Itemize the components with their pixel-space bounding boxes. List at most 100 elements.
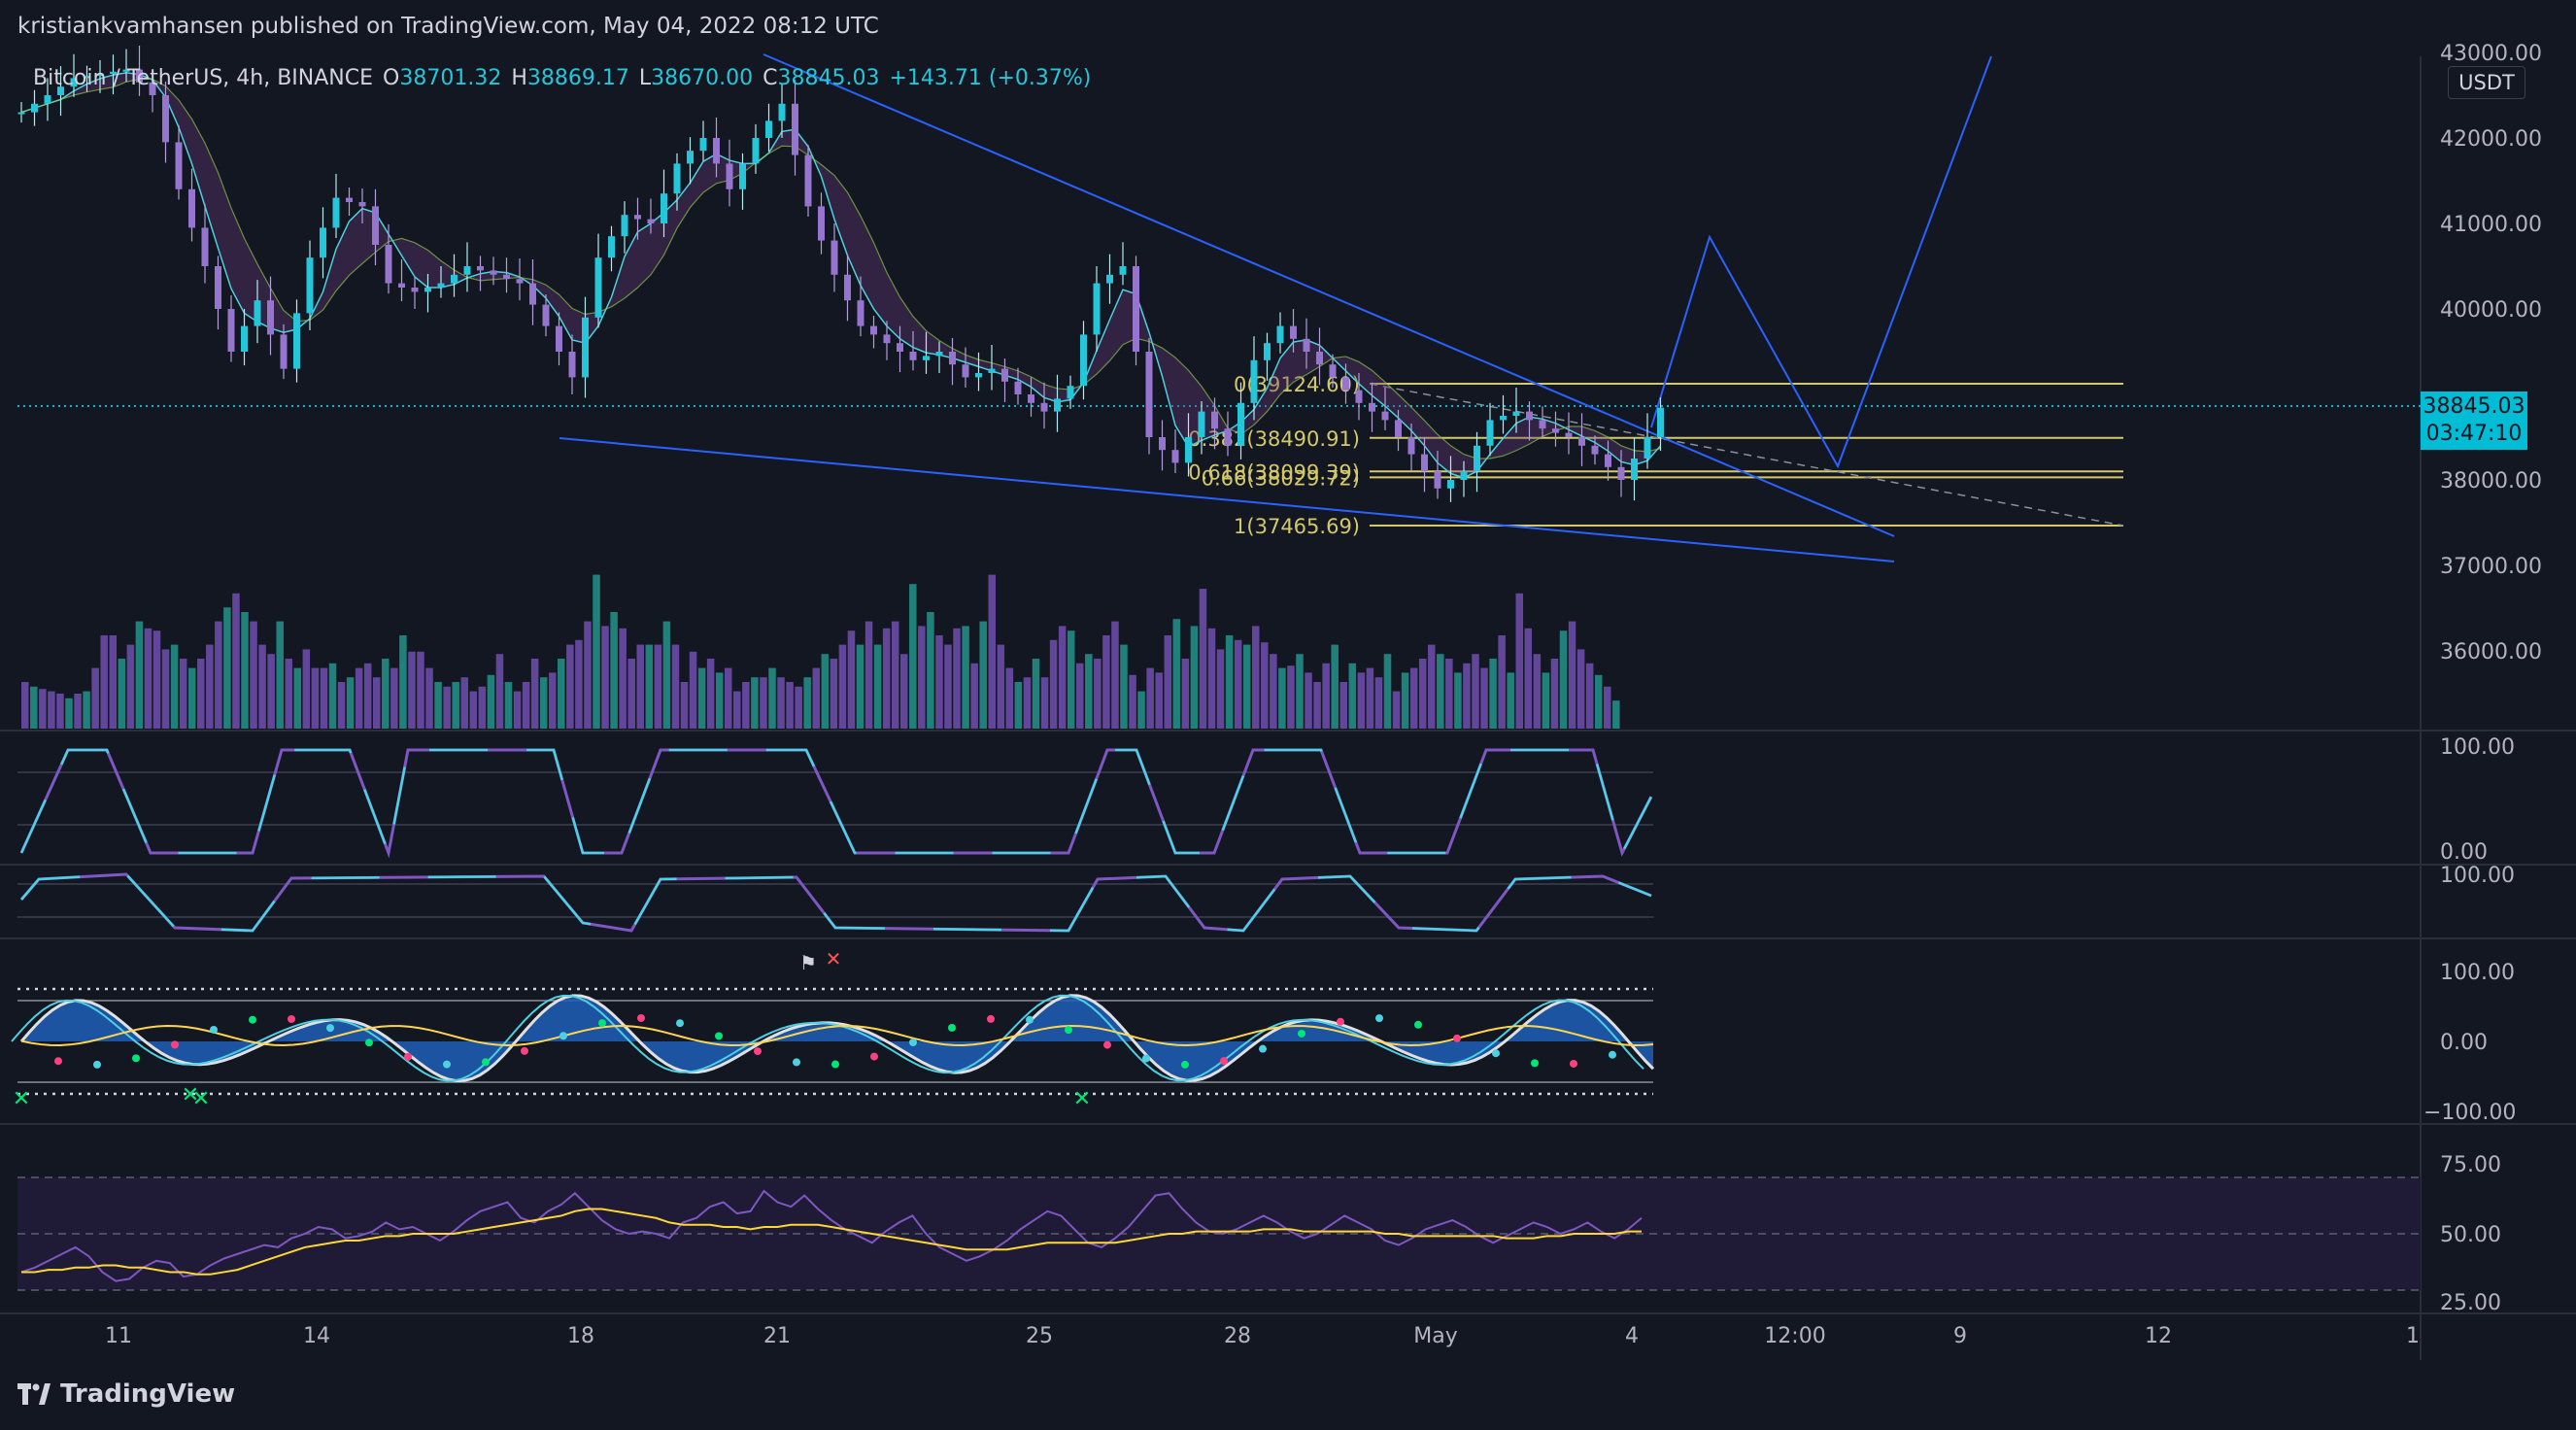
candle-body — [1171, 450, 1179, 463]
volume-bar — [1164, 635, 1171, 729]
candle-body — [1054, 398, 1061, 412]
volume-bar — [495, 654, 504, 729]
volume-bar — [988, 574, 996, 729]
volume-bar — [513, 691, 522, 729]
candle-body — [1500, 416, 1507, 421]
volume-bar — [48, 691, 55, 729]
volume-bar — [346, 677, 355, 729]
volume-bar — [504, 682, 513, 729]
volume-bar — [197, 659, 205, 729]
volume-bar — [662, 621, 671, 729]
trendlines[interactable] — [559, 53, 1992, 562]
volume-bar — [1463, 663, 1471, 729]
volume-bar — [1234, 639, 1242, 729]
volume-bar — [302, 649, 311, 729]
candle-body — [1290, 325, 1297, 339]
wave-dot — [1298, 1029, 1305, 1038]
volume-bar — [654, 644, 662, 729]
candle-body — [84, 76, 90, 79]
fib-level-label: 1(37465.69) — [1234, 515, 1360, 538]
volume-bar — [460, 677, 468, 729]
volume-bar — [1383, 654, 1392, 729]
candle-body — [594, 257, 602, 318]
volume-bar — [1612, 700, 1620, 729]
time-tick-label: 12:00 — [1764, 1324, 1825, 1348]
indicator-tick-label: 100.00 — [2440, 864, 2515, 888]
indicator-tick-label: 0.00 — [2440, 840, 2488, 865]
volume-bar — [408, 651, 416, 729]
candle-body — [542, 304, 550, 326]
candle-body — [844, 274, 851, 301]
tradingview-icon — [17, 1383, 51, 1405]
candle-body — [1001, 368, 1008, 382]
candle-body — [280, 334, 288, 369]
candle-body — [1224, 428, 1232, 446]
axes: 43000.00 42000.00 41000.00 40000.00 38000.00… — [105, 42, 2542, 1348]
candle-body — [1342, 377, 1349, 391]
candle-body — [1211, 411, 1218, 429]
time-tick-label: 28 — [1224, 1324, 1251, 1348]
oscillator1-line-purple — [19, 748, 1653, 859]
wave-guides — [17, 987, 1653, 1096]
wave-dot — [948, 1023, 956, 1032]
wave-dot — [793, 1058, 800, 1067]
volume-bar — [1392, 691, 1401, 729]
volume-bar — [962, 626, 969, 729]
volume-bar — [363, 663, 372, 729]
volume-bar — [1058, 626, 1067, 729]
volume-bar — [1155, 672, 1163, 729]
volume-bar — [900, 654, 908, 729]
volume-bar — [1278, 667, 1286, 729]
volume-bar — [733, 691, 741, 729]
legend-close-label: C — [763, 66, 778, 90]
osc2-guides — [17, 883, 1653, 918]
wave-dot — [132, 1054, 140, 1063]
volume-bar — [1550, 659, 1559, 729]
volume-bar — [311, 667, 320, 729]
wave-line-cyan — [11, 994, 1644, 1082]
volume-bar — [768, 667, 776, 729]
currency-selector[interactable]: USDT — [2448, 66, 2525, 99]
volume-bar — [21, 682, 29, 729]
volume-bar — [1366, 667, 1374, 729]
flag-icon: ⚑ — [799, 951, 817, 974]
wave-dot — [482, 1058, 490, 1067]
volume-bar — [558, 659, 565, 729]
candle-body — [1526, 411, 1533, 421]
candle-body — [385, 245, 392, 284]
volume-bar — [1129, 674, 1136, 729]
candle-body — [1486, 420, 1494, 446]
volume-bar — [1339, 682, 1347, 729]
projected-path — [1650, 55, 1992, 469]
volume-bar — [953, 628, 961, 729]
volume-bar — [355, 667, 363, 729]
candle-body — [1447, 480, 1454, 489]
volume-bar — [1216, 649, 1225, 729]
tradingview-logo[interactable]: TradingView — [17, 1379, 235, 1409]
time-tick-label: 12 — [2145, 1324, 2172, 1348]
fibonacci-retracement[interactable]: 0(39124.60)0.382(38490.91)0.618(38099.39… — [1188, 373, 2124, 538]
wave-dot — [210, 1025, 218, 1034]
osc1-guides — [17, 771, 1653, 826]
wave-dot — [1453, 1034, 1461, 1042]
legend-high-value: 38869.17 — [526, 66, 629, 90]
candle-body — [306, 257, 314, 314]
publisher-line: kristiankvamhansen published on TradingV… — [17, 14, 879, 39]
candle-body — [96, 74, 104, 77]
volume-bar — [909, 584, 917, 729]
wave-dot — [288, 1014, 295, 1023]
volume-bar — [1199, 589, 1207, 729]
volume-bar — [1137, 691, 1145, 729]
volume-bar — [1428, 644, 1436, 729]
volume-bar — [1040, 677, 1049, 729]
volume-bar — [382, 659, 390, 729]
buy-signal-cross: ✕ — [1073, 1087, 1091, 1111]
candle-body — [424, 288, 431, 292]
wave-dot — [443, 1060, 451, 1069]
volume-bar — [39, 689, 47, 729]
price-tick-label: 37000.00 — [2440, 555, 2542, 579]
volume-bar — [1374, 677, 1383, 729]
last-price-value: 38845.03 — [2423, 394, 2525, 419]
wave-dot — [1065, 1026, 1072, 1035]
